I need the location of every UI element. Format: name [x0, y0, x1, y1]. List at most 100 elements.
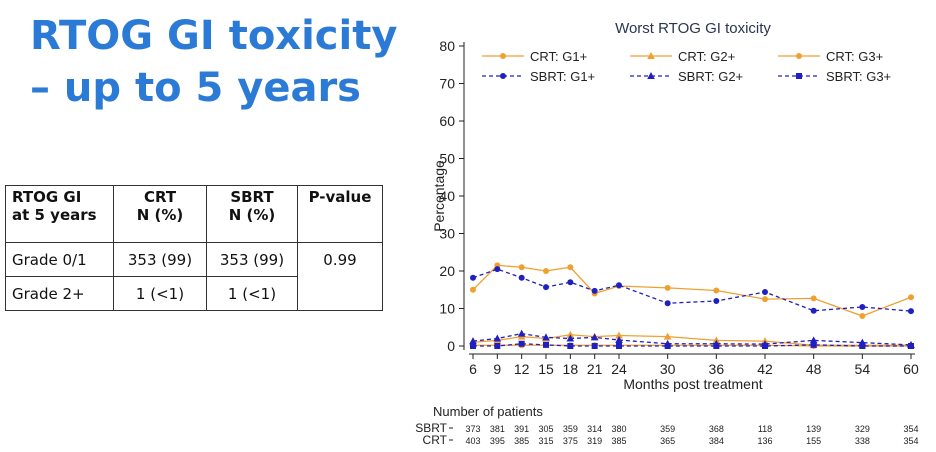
- risk-value: 375: [563, 436, 578, 446]
- data-point: [664, 300, 671, 307]
- risk-value: 368: [709, 424, 724, 434]
- data-point: [494, 343, 501, 349]
- risk-value: 384: [709, 436, 724, 446]
- legend-label: CRT: G3+: [826, 49, 883, 64]
- y-tick-label: 50: [439, 151, 455, 167]
- risk-value: 373: [465, 424, 480, 434]
- legend-label: SBRT: G3+: [826, 69, 891, 84]
- series-crt-g1: [470, 262, 914, 319]
- risk-value: 403: [465, 436, 480, 446]
- risk-value: 136: [757, 436, 772, 446]
- data-point: [713, 343, 720, 349]
- sbrt-value: 353 (99): [206, 242, 298, 277]
- legend-label: CRT: G2+: [678, 49, 735, 64]
- toxicity-table: RTOG GI at 5 years CRT N (%) SBRT N (%) …: [5, 185, 383, 311]
- data-point: [762, 343, 768, 349]
- data-point: [543, 268, 549, 274]
- risk-value: 391: [514, 424, 529, 434]
- data-point: [470, 286, 476, 293]
- data-point: [470, 274, 476, 281]
- series-line: [472, 268, 912, 312]
- x-tick-label: 21: [587, 361, 603, 377]
- legend-entry: CRT: G3+: [778, 49, 883, 64]
- header-text: at 5 years: [12, 206, 97, 224]
- risk-value: 359: [563, 424, 578, 434]
- risk-value: 385: [611, 436, 626, 446]
- data-point: [810, 341, 817, 348]
- y-tick-label: 60: [439, 113, 455, 129]
- data-point: [518, 274, 525, 281]
- data-point: [664, 284, 671, 291]
- y-tick-label: 20: [439, 263, 455, 279]
- data-point: [518, 340, 525, 347]
- x-tick-label: 30: [660, 361, 676, 377]
- legend-entry: SBRT: G2+: [630, 69, 743, 84]
- risk-value: 359: [660, 424, 675, 434]
- slide-title-line-1: RTOG GI toxicity: [30, 13, 398, 59]
- chart-legend: CRT: G1+ CRT: G2+ CRT: G3+ SBRT: G1+ SBRT: G…: [482, 49, 891, 84]
- risk-value: 305: [538, 424, 553, 434]
- table-row: Grade 2+ 1 (<1) 1 (<1): [5, 276, 383, 311]
- risk-value: 155: [806, 436, 821, 446]
- data-point: [859, 304, 866, 310]
- risk-value: 395: [490, 436, 505, 446]
- y-tick-label: 40: [439, 188, 455, 204]
- risk-value: 354: [903, 436, 918, 446]
- data-point: [762, 296, 768, 303]
- legend-marker: [647, 72, 655, 79]
- x-tick-label: 54: [855, 361, 871, 377]
- risk-value: 139: [806, 424, 821, 434]
- x-tick-label: 6: [469, 361, 477, 377]
- data-point: [810, 295, 817, 302]
- header-text: CRT: [143, 188, 177, 206]
- data-point: [590, 333, 599, 341]
- data-point: [517, 329, 526, 337]
- x-tick-label: 9: [493, 361, 501, 377]
- data-point: [762, 289, 768, 295]
- risk-value: 314: [587, 424, 602, 434]
- data-point: [908, 294, 914, 301]
- data-point: [494, 266, 501, 273]
- header-text: P-value: [308, 188, 372, 206]
- legend-marker: [500, 53, 506, 59]
- y-tick-label: 10: [439, 301, 455, 317]
- data-point: [908, 308, 914, 315]
- data-point: [810, 307, 817, 314]
- legend-entry: SBRT: G1+: [482, 69, 595, 84]
- data-point: [543, 341, 549, 348]
- data-point: [663, 332, 672, 340]
- legend-label: CRT: G1+: [530, 49, 587, 64]
- risk-value: 380: [611, 424, 626, 434]
- risk-value: 365: [660, 436, 675, 446]
- table-header-row: RTOG GI at 5 years CRT N (%) SBRT N (%) …: [5, 185, 383, 243]
- header-crt: CRT N (%): [113, 185, 207, 243]
- data-point: [470, 343, 476, 349]
- legend-entry: SBRT: G3+: [778, 69, 891, 84]
- data-point: [713, 287, 720, 294]
- x-tick-label: 18: [563, 361, 579, 377]
- data-point: [713, 298, 720, 304]
- data-point: [908, 343, 914, 349]
- x-tick-label: 48: [806, 361, 822, 377]
- data-point: [809, 336, 818, 344]
- data-point: [591, 287, 598, 294]
- data-point: [493, 334, 502, 342]
- risk-value: 315: [538, 436, 553, 446]
- y-tick-label: 70: [439, 76, 455, 92]
- legend-entry: CRT: G1+: [482, 49, 587, 64]
- p-value: 0.99: [297, 242, 383, 311]
- crt-value: 1 (<1): [113, 276, 207, 311]
- sbrt-value: 1 (<1): [206, 276, 298, 311]
- risk-row-label: CRT: [423, 433, 448, 447]
- crt-value: 353 (99): [113, 242, 207, 277]
- legend-entry: CRT: G2+: [630, 49, 735, 64]
- legend-marker: [796, 73, 802, 79]
- data-point: [616, 282, 622, 289]
- data-point: [591, 343, 598, 349]
- data-point: [615, 336, 623, 343]
- chart-title: Worst RTOG GI toxicity: [615, 20, 771, 37]
- data-point: [542, 333, 550, 341]
- data-point: [615, 331, 623, 339]
- data-point: [566, 334, 575, 342]
